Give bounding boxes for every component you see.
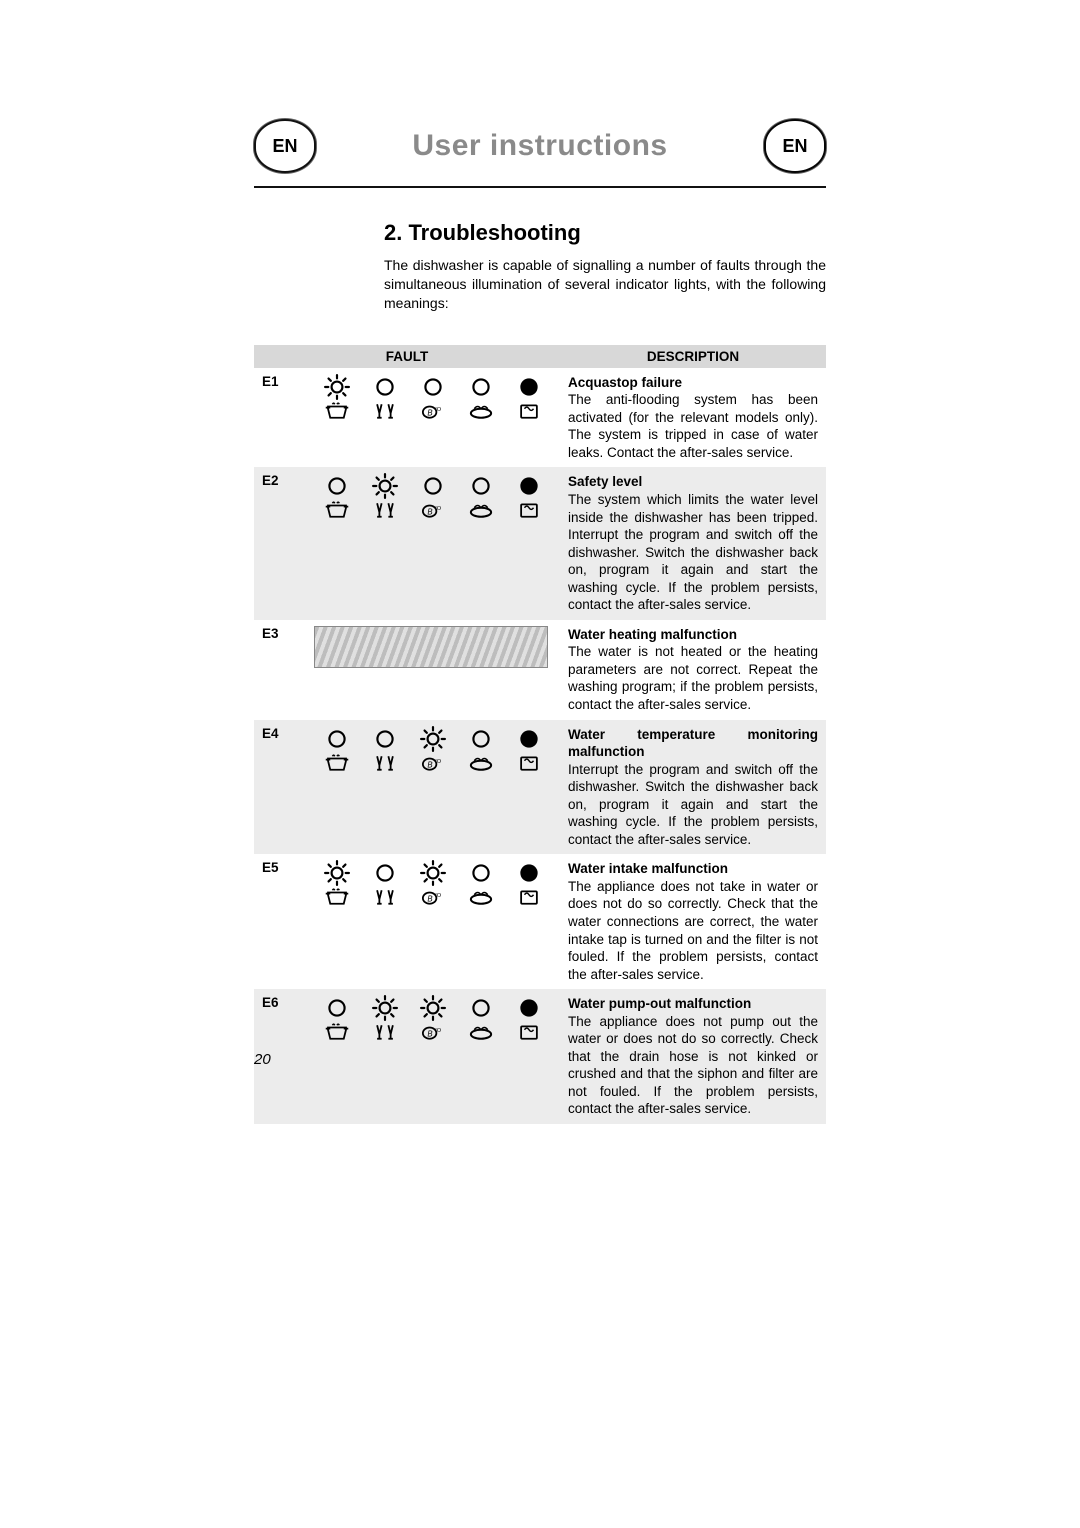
table-row: E3 Water heating malfunction The water is … [254, 620, 826, 720]
fault-body: Interrupt the program and switch off the… [568, 762, 818, 847]
fault-icons [306, 620, 560, 720]
led-on-icon [516, 473, 542, 499]
fault-body: The water is not heated or the heating p… [568, 644, 818, 712]
section-intro: The dishwasher is capable of signalling … [384, 256, 826, 313]
led-off-icon [324, 995, 350, 1021]
led-off-icon [468, 726, 494, 752]
fault-icons [306, 467, 560, 619]
led-off-icon [372, 726, 398, 752]
fault-body: The appliance does not pump out the wate… [568, 1014, 818, 1117]
led-off-icon [324, 473, 350, 499]
glasses-icon [370, 402, 400, 420]
document-page: EN User instructions EN 2. Troubleshooti… [0, 0, 1080, 1528]
placeholder-graphic [314, 626, 548, 668]
lang-badge-left: EN [254, 119, 316, 173]
fault-title: Water temperature monitoring malfunction [568, 727, 818, 760]
eco-icon [418, 888, 448, 906]
lang-badge-right: EN [764, 119, 826, 173]
led-flash-icon [420, 995, 446, 1021]
strong-icon [466, 1023, 496, 1041]
table-row: E6Water pump-out malfunctionThe applianc… [254, 989, 826, 1124]
led-off-icon [324, 726, 350, 752]
col-description: DESCRIPTION [560, 345, 826, 368]
fault-description: Safety level The system which limits the … [560, 467, 826, 619]
page-title: User instructions [316, 129, 764, 163]
glasses-icon [370, 888, 400, 906]
fault-code: E4 [254, 720, 306, 855]
led-on-icon [516, 726, 542, 752]
led-on-icon [516, 860, 542, 886]
fault-code: E3 [254, 620, 306, 720]
led-flash-icon [324, 374, 350, 400]
col-fault: FAULT [254, 345, 560, 368]
glasses-icon [370, 501, 400, 519]
table-row: E2 Safety level The system which limits th… [254, 467, 826, 619]
pot-icon [322, 754, 352, 772]
fault-code: E1 [254, 368, 306, 468]
pot-icon [322, 888, 352, 906]
page-header: EN User instructions EN [254, 114, 826, 178]
strong-icon [466, 754, 496, 772]
fault-table: FAULT DESCRIPTION E1 Acquastop failure The… [254, 345, 826, 1124]
led-flash-icon [324, 860, 350, 886]
section-heading: 2. Troubleshooting [384, 220, 826, 246]
table-row: E5 Water intake malfunction The appliance … [254, 854, 826, 989]
fault-title: Acquastop failure [568, 375, 682, 390]
led-off-icon [372, 374, 398, 400]
page-number: 20 [254, 1051, 271, 1068]
pot-icon [322, 402, 352, 420]
soak-icon [514, 754, 544, 772]
soak-icon [514, 888, 544, 906]
led-flash-icon [372, 473, 398, 499]
soak-icon [514, 1023, 544, 1041]
soak-icon [514, 402, 544, 420]
led-off-icon [468, 995, 494, 1021]
glasses-icon [370, 754, 400, 772]
led-flash-icon [420, 726, 446, 752]
eco-icon [418, 402, 448, 420]
pot-icon [322, 1023, 352, 1041]
fault-icons [306, 989, 560, 1124]
fault-description: Water pump-out malfunction The appliance … [560, 989, 826, 1124]
fault-code: E5 [254, 854, 306, 989]
glasses-icon [370, 1023, 400, 1041]
table-row: E1 Acquastop failure The anti-flooding sys… [254, 368, 826, 468]
fault-description: Water temperature monitoring malfunction… [560, 720, 826, 855]
fault-description: Acquastop failure The anti-flooding syste… [560, 368, 826, 468]
eco-icon [418, 1023, 448, 1041]
led-flash-icon [420, 860, 446, 886]
fault-body: The anti-flooding system has been activa… [568, 392, 818, 460]
led-off-icon [420, 374, 446, 400]
table-row: E4 Water temperature monitoring malfuncti… [254, 720, 826, 855]
header-rule [254, 186, 826, 188]
led-on-icon [516, 995, 542, 1021]
led-on-icon [516, 374, 542, 400]
eco-icon [418, 754, 448, 772]
fault-code: E2 [254, 467, 306, 619]
led-flash-icon [372, 995, 398, 1021]
strong-icon [466, 888, 496, 906]
led-off-icon [372, 860, 398, 886]
led-off-icon [468, 860, 494, 886]
fault-title: Water heating malfunction [568, 627, 737, 642]
led-off-icon [468, 473, 494, 499]
led-off-icon [420, 473, 446, 499]
fault-description: Water heating malfunction The water is no… [560, 620, 826, 720]
soak-icon [514, 501, 544, 519]
fault-title: Water intake malfunction [568, 861, 728, 876]
fault-title: Safety level [568, 474, 642, 489]
fault-body: The system which limits the water level … [568, 492, 818, 612]
strong-icon [466, 402, 496, 420]
content-area: 2. Troubleshooting The dishwasher is cap… [254, 220, 826, 1124]
fault-icons [306, 368, 560, 468]
fault-description: Water intake malfunction The appliance do… [560, 854, 826, 989]
fault-title: Water pump-out malfunction [568, 996, 751, 1011]
eco-icon [418, 501, 448, 519]
fault-icons [306, 854, 560, 989]
fault-body: The appliance does not take in water or … [568, 879, 818, 982]
fault-icons [306, 720, 560, 855]
led-off-icon [468, 374, 494, 400]
pot-icon [322, 501, 352, 519]
strong-icon [466, 501, 496, 519]
